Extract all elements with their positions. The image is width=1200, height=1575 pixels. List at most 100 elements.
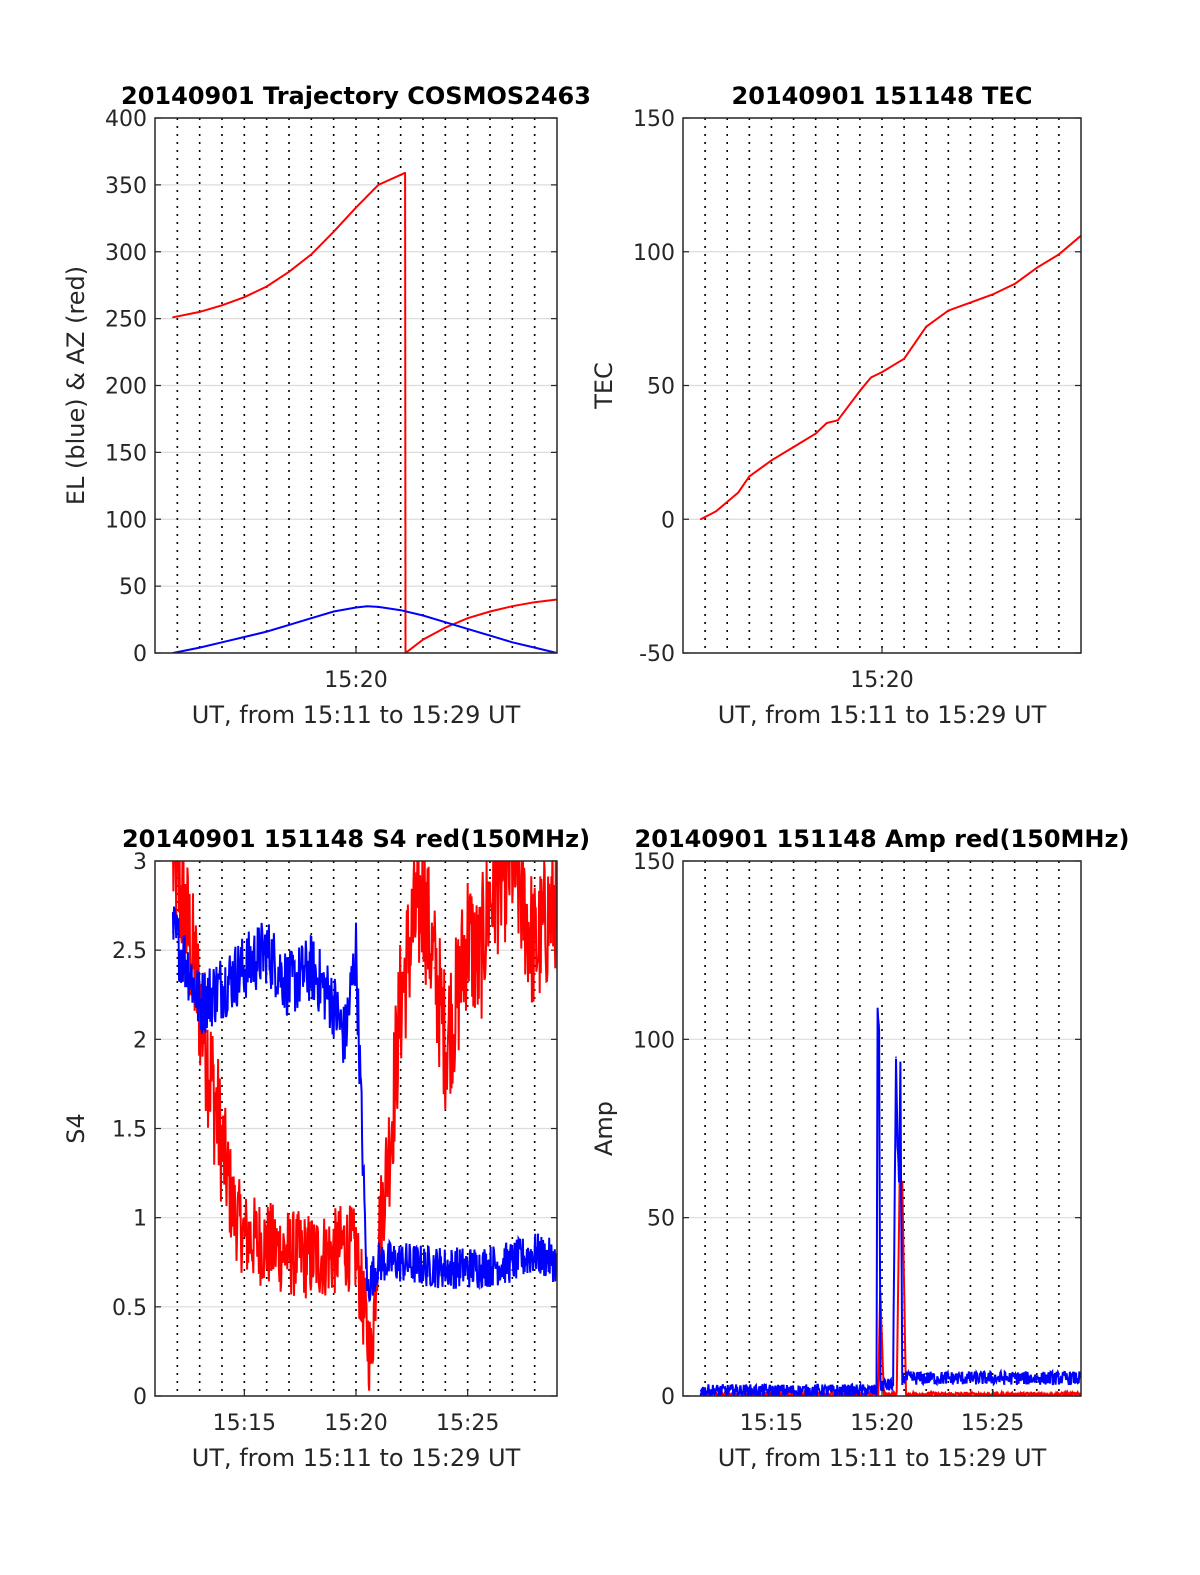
data-point xyxy=(699,1389,702,1392)
chart-title: 20140901 151148 TEC xyxy=(732,82,1033,110)
x-tick-label: 15:15 xyxy=(213,1411,276,1436)
series-line-blue xyxy=(172,605,557,653)
y-tick-label: -50 xyxy=(639,642,675,667)
x-tick-label: 15:20 xyxy=(324,668,387,693)
data-point xyxy=(243,296,246,299)
data-point xyxy=(901,1377,904,1379)
data-point xyxy=(288,271,290,273)
data-point xyxy=(288,624,290,626)
data-point xyxy=(877,1393,880,1395)
data-point xyxy=(198,311,201,313)
data-point xyxy=(455,1002,458,1005)
data-point xyxy=(377,606,380,608)
data-point xyxy=(859,1389,861,1392)
data-point xyxy=(355,206,357,209)
data-point xyxy=(310,253,313,256)
y-tick-label: 50 xyxy=(647,1207,675,1232)
y-tick-label: 0 xyxy=(133,1385,147,1410)
data-point xyxy=(172,931,174,934)
y-tick-label: 200 xyxy=(105,375,147,400)
series-group xyxy=(699,234,1081,521)
data-point xyxy=(422,895,424,898)
data-point xyxy=(399,1261,402,1264)
data-point xyxy=(914,1377,916,1379)
data-point xyxy=(265,949,268,951)
x-tick-label: 15:20 xyxy=(850,1411,913,1436)
y-tick-label: 100 xyxy=(633,1028,675,1053)
chart-title: 20140901 151148 S4 red(150MHz) xyxy=(122,825,590,853)
data-point xyxy=(444,1266,447,1269)
y-axis-label: TEC xyxy=(590,362,618,410)
chart-panel-3: 0 0.5 1 1.5 2 2.5 3 15:15 15:20 15:25 20140901 151… xyxy=(62,825,590,1472)
x-axis-label: UT, from 15:11 to 15:29 UT xyxy=(718,1444,1047,1472)
data-point xyxy=(310,617,313,619)
data-point xyxy=(837,419,839,422)
data-point xyxy=(748,475,751,478)
data-point xyxy=(332,1002,335,1005)
data-point xyxy=(895,1393,898,1395)
x-axis-label: UT, from 15:11 to 15:29 UT xyxy=(192,701,521,729)
data-point xyxy=(265,285,268,288)
data-point xyxy=(210,1074,212,1076)
series-group xyxy=(172,171,557,653)
data-point xyxy=(422,1265,424,1267)
y-axis-label: Amp xyxy=(590,1101,618,1156)
y-tick-label: 3 xyxy=(133,850,147,875)
series-line-red xyxy=(172,861,557,1391)
data-point xyxy=(221,641,223,644)
y-tick-label: 2.5 xyxy=(112,939,147,964)
data-point xyxy=(511,605,514,607)
data-point xyxy=(825,422,828,424)
data-point xyxy=(947,309,950,312)
data-point xyxy=(332,230,335,233)
x-tick-label: 15:15 xyxy=(740,1411,803,1436)
chart-panel-1: 0 50 100 150 200 250 300 350 400 15:20 20140901 Tr… xyxy=(62,82,591,729)
data-point xyxy=(489,1265,491,1267)
data-point xyxy=(770,459,773,462)
y-tick-label: 150 xyxy=(633,850,675,875)
data-point xyxy=(466,1266,469,1269)
data-point xyxy=(444,621,447,623)
data-point xyxy=(478,967,480,969)
data-point xyxy=(895,1056,897,1058)
data-point xyxy=(344,1243,346,1246)
data-point xyxy=(344,1038,346,1041)
data-point xyxy=(511,1261,514,1264)
data-point xyxy=(876,1013,879,1016)
data-point xyxy=(332,610,335,613)
y-tick-label: 300 xyxy=(105,241,147,266)
series-line-blue xyxy=(699,1007,1081,1396)
data-point xyxy=(533,949,536,951)
data-point xyxy=(466,628,469,630)
series-line-red xyxy=(700,234,1081,521)
chart-panel-2: -50 0 50 100 150 15:20 20140901 151148 TEC UT, … xyxy=(590,82,1082,729)
data-point xyxy=(355,1252,357,1255)
data-point xyxy=(187,967,190,969)
data-point xyxy=(388,1145,391,1148)
data-point xyxy=(1036,267,1038,269)
series-line-red xyxy=(699,1172,1081,1396)
data-point xyxy=(1058,253,1060,256)
x-tick-label: 15:25 xyxy=(436,1411,499,1436)
data-point xyxy=(792,446,795,448)
axes-frame xyxy=(682,117,1082,654)
data-point xyxy=(814,432,817,435)
y-tick-label: 350 xyxy=(105,174,147,199)
data-point xyxy=(511,641,514,644)
data-point xyxy=(433,967,436,969)
data-point xyxy=(411,931,413,934)
data-point xyxy=(870,376,872,379)
data-point xyxy=(879,1384,882,1387)
data-point xyxy=(243,1234,246,1237)
data-point xyxy=(533,1252,536,1255)
series-group xyxy=(171,861,557,1391)
data-point xyxy=(533,601,536,603)
chart-title: 20140901 Trajectory COSMOS2463 xyxy=(121,82,591,110)
data-point xyxy=(883,1393,885,1395)
data-point xyxy=(903,358,905,360)
y-tick-label: 250 xyxy=(105,308,147,333)
data-point xyxy=(370,1359,372,1362)
data-point xyxy=(377,1261,380,1264)
y-tick-label: 0 xyxy=(661,1385,675,1410)
